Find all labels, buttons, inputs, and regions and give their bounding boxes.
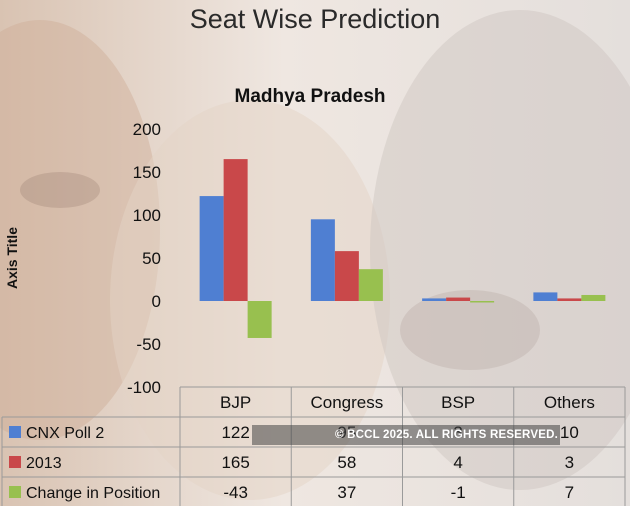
x-tick-label: BSP [441, 393, 475, 412]
data-label: 7 [565, 483, 574, 502]
bar [470, 301, 495, 303]
legend-key [9, 456, 21, 468]
y-tick-label: -100 [127, 378, 161, 397]
legend-label: 2013 [26, 455, 62, 472]
bar [358, 269, 383, 301]
data-label: -43 [223, 483, 248, 502]
data-label: 37 [337, 483, 356, 502]
data-label: 58 [337, 453, 356, 472]
y-tick-label: 100 [133, 206, 161, 225]
data-label: 4 [453, 453, 462, 472]
x-tick-label: BJP [220, 393, 251, 412]
legend-key [9, 486, 21, 498]
y-axis-title: Axis Title [4, 227, 20, 289]
bar [310, 219, 335, 301]
y-tick-label: -50 [136, 335, 161, 354]
y-tick-label: 50 [142, 249, 161, 268]
data-label: -1 [451, 483, 466, 502]
bar [446, 297, 471, 301]
legend-label: Change in Position [26, 485, 160, 502]
x-tick-label: Others [544, 393, 595, 412]
bar [199, 196, 224, 301]
y-tick-label: 150 [133, 163, 161, 182]
bar [334, 251, 359, 301]
bar [581, 294, 606, 301]
bar [557, 298, 582, 301]
data-label: 10 [560, 423, 579, 442]
chart-title: Madhya Pradesh [235, 86, 386, 107]
data-label: 165 [221, 453, 249, 472]
bar [422, 298, 447, 301]
bar [247, 301, 272, 338]
y-tick-label: 200 [133, 120, 161, 139]
data-label: 3 [565, 453, 574, 472]
data-label: 122 [221, 423, 249, 442]
y-tick-label: 0 [152, 292, 161, 311]
legend-key [9, 426, 21, 438]
legend-label: CNX Poll 2 [26, 425, 104, 442]
copyright-watermark: © BCCL 2025. ALL RIGHTS RESERVED. [252, 425, 560, 445]
bar [533, 292, 558, 301]
x-tick-label: Congress [310, 393, 383, 412]
bar [223, 159, 248, 301]
slide-title: Seat Wise Prediction [189, 4, 441, 34]
